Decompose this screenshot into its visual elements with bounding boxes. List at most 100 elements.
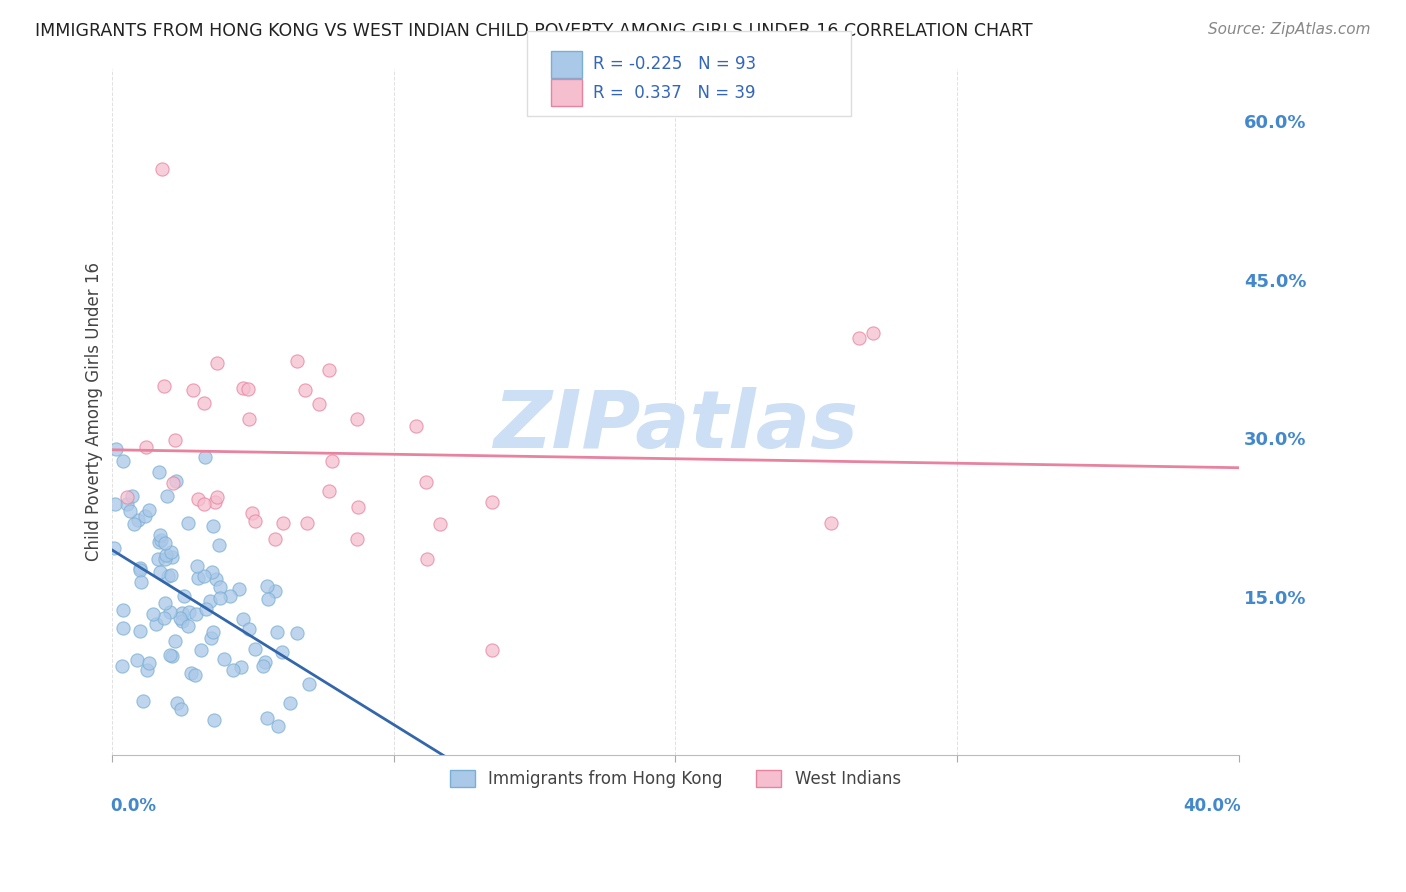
Text: R =  0.337   N = 39: R = 0.337 N = 39 [593, 84, 756, 102]
Point [285, 626, 308, 640]
Point [200, 594, 222, 608]
Point [160, 545, 183, 559]
Point [149, 565, 172, 579]
Point [245, 642, 267, 657]
Point [150, 533, 173, 547]
Point [115, 497, 138, 511]
Point [177, 619, 200, 633]
Point [146, 552, 169, 566]
Point [848, 331, 870, 345]
Point [271, 516, 294, 530]
Point [118, 504, 141, 518]
Legend: Immigrants from Hong Kong, West Indians: Immigrants from Hong Kong, West Indians [443, 764, 907, 795]
Point [159, 648, 181, 662]
Point [104, 497, 127, 511]
Point [481, 495, 503, 509]
Point [200, 632, 222, 646]
Point [145, 617, 167, 632]
Point [155, 536, 177, 550]
Point [294, 384, 316, 398]
Point [318, 483, 340, 498]
Point [862, 326, 884, 340]
Point [202, 625, 225, 640]
Point [205, 491, 228, 505]
Point [253, 655, 276, 669]
Point [238, 622, 260, 636]
Point [308, 397, 330, 411]
Point [193, 498, 215, 512]
Point [346, 500, 368, 515]
Point [252, 659, 274, 673]
Point [205, 356, 228, 370]
Point [264, 532, 287, 546]
Point [193, 396, 215, 410]
Point [346, 412, 368, 426]
Point [155, 549, 177, 563]
Point [209, 591, 232, 606]
Point [112, 453, 135, 467]
Point [205, 573, 228, 587]
Point [115, 490, 138, 504]
Point [177, 606, 200, 620]
Point [129, 560, 152, 574]
Point [141, 607, 163, 621]
Point [187, 492, 209, 507]
Text: 0.0%: 0.0% [111, 797, 156, 814]
Point [156, 489, 179, 503]
Point [111, 659, 134, 673]
Point [173, 589, 195, 603]
Point [267, 719, 290, 733]
Point [131, 575, 153, 590]
Point [177, 516, 200, 531]
Point [153, 552, 176, 566]
Point [186, 607, 208, 622]
Point [138, 656, 160, 670]
Point [194, 450, 217, 464]
Point [264, 583, 287, 598]
Point [170, 615, 193, 629]
Point [208, 538, 231, 552]
Point [111, 621, 134, 635]
Point [186, 558, 208, 573]
Point [183, 384, 205, 398]
Point [150, 161, 173, 176]
Point [228, 582, 250, 597]
Point [245, 515, 267, 529]
Point [256, 579, 278, 593]
Point [194, 601, 217, 615]
Point [149, 528, 172, 542]
Point [162, 475, 184, 490]
Point [295, 516, 318, 530]
Point [236, 383, 259, 397]
Point [104, 442, 127, 456]
Point [148, 465, 170, 479]
Point [187, 571, 209, 585]
Point [162, 550, 184, 565]
Point [129, 624, 152, 638]
Point [278, 696, 301, 710]
Point [163, 634, 186, 648]
Point [122, 517, 145, 532]
Point [121, 489, 143, 503]
Point [111, 603, 134, 617]
Point [190, 643, 212, 657]
Point [221, 663, 243, 677]
Point [135, 440, 157, 454]
Point [148, 535, 170, 549]
Point [202, 519, 225, 533]
Point [166, 474, 188, 488]
Point [321, 453, 343, 467]
Point [152, 610, 174, 624]
Point [212, 652, 235, 666]
Point [153, 378, 176, 392]
Point [232, 612, 254, 626]
Point [208, 580, 231, 594]
Point [257, 592, 280, 607]
Point [416, 552, 439, 566]
Point [127, 652, 149, 666]
Point [202, 713, 225, 727]
Point [132, 693, 155, 707]
Point [238, 412, 260, 426]
Point [159, 605, 181, 619]
Y-axis label: Child Poverty Among Girls Under 16: Child Poverty Among Girls Under 16 [86, 262, 103, 561]
